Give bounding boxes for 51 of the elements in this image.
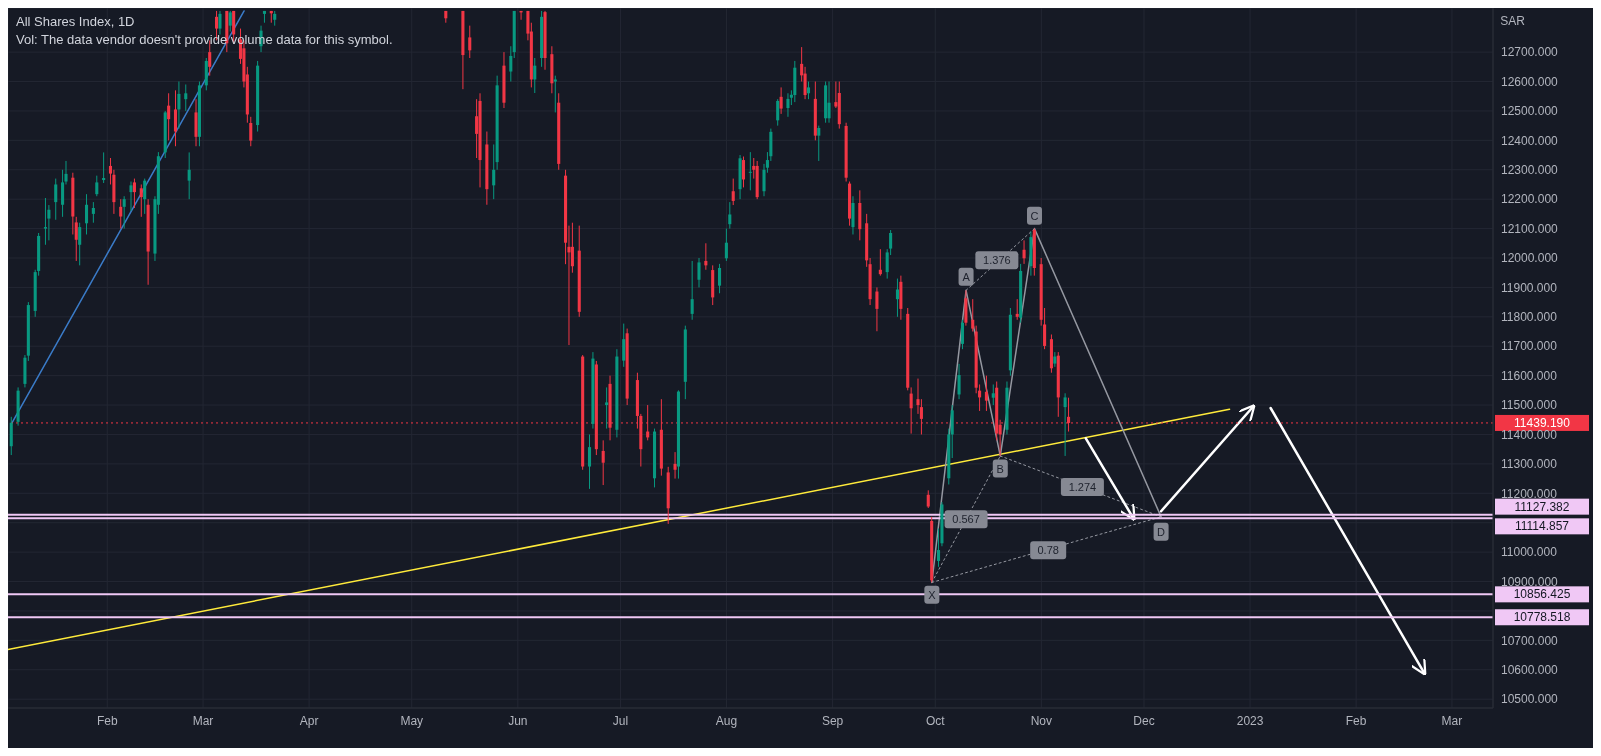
- y-tick-label: 11500.000: [1501, 398, 1558, 413]
- ref-line-label: 11439.190: [1514, 415, 1571, 430]
- x-tick-label: Aug: [715, 713, 738, 728]
- y-tick-label: 12700.000: [1501, 45, 1559, 60]
- y-tick-label: 12000.000: [1501, 251, 1559, 266]
- annotation: C: [1030, 209, 1039, 222]
- y-tick-label: 10500.000: [1501, 692, 1559, 707]
- y-tick-label: 11600.000: [1501, 368, 1558, 383]
- text: All Shares Index, 1D: [16, 14, 136, 29]
- ref-line-label: 11127.382: [1514, 499, 1570, 514]
- x-tick-label: 2023: [1236, 713, 1264, 728]
- y-tick-label: 10900.000: [1501, 574, 1559, 589]
- y-tick-label: 11900.000: [1501, 280, 1558, 295]
- x-tick-label: Feb: [96, 713, 118, 728]
- y-tick-label: 12300.000: [1501, 163, 1559, 178]
- x-tick-label: Sep: [821, 713, 844, 728]
- x-tick-label: Mar: [192, 713, 214, 728]
- x-tick-label: May: [400, 713, 424, 728]
- x-tick-label: Feb: [1345, 713, 1367, 728]
- y-tick-label: 11700.000: [1501, 339, 1558, 354]
- y-tick-label: 11400.000: [1501, 427, 1558, 442]
- y-axis-title: SAR: [1500, 14, 1525, 28]
- x-tick-label: Dec: [1133, 713, 1155, 728]
- y-tick-label: 11800.000: [1501, 310, 1558, 325]
- ref-line-label: 10778.518: [1513, 610, 1571, 625]
- annotation: 1.376: [983, 254, 1011, 267]
- y-tick-label: 12100.000: [1501, 221, 1559, 236]
- annotation: 0.567: [952, 513, 980, 526]
- y-tick-label: 12500.000: [1501, 104, 1559, 119]
- ref-line-label: 10856.425: [1513, 587, 1571, 602]
- y-tick-label: 12400.000: [1501, 133, 1559, 148]
- annotation: A: [962, 270, 971, 283]
- annotation: X: [928, 588, 937, 601]
- annotation: B: [996, 462, 1004, 475]
- x-tick-label: Jun: [508, 713, 528, 728]
- annotation: D: [1157, 525, 1166, 538]
- x-tick-label: Apr: [299, 713, 319, 728]
- annotation: 1.274: [1068, 481, 1097, 494]
- y-tick-label: 11200.000: [1501, 486, 1558, 501]
- y-tick-label: 11000.000: [1501, 545, 1558, 560]
- annotation: 0.78: [1037, 544, 1059, 557]
- y-tick-label: 11300.000: [1501, 457, 1558, 472]
- y-tick-label: 12200.000: [1501, 192, 1559, 207]
- x-tick-label: Mar: [1441, 713, 1463, 728]
- y-tick-label: 10600.000: [1501, 663, 1559, 678]
- x-tick-label: Jul: [612, 713, 629, 728]
- x-tick-label: Oct: [925, 713, 946, 728]
- y-tick-label: 12600.000: [1501, 74, 1559, 89]
- x-tick-label: Nov: [1030, 713, 1053, 728]
- ref-line-label: 11114.857: [1514, 519, 1570, 534]
- y-tick-label: 10700.000: [1501, 633, 1559, 648]
